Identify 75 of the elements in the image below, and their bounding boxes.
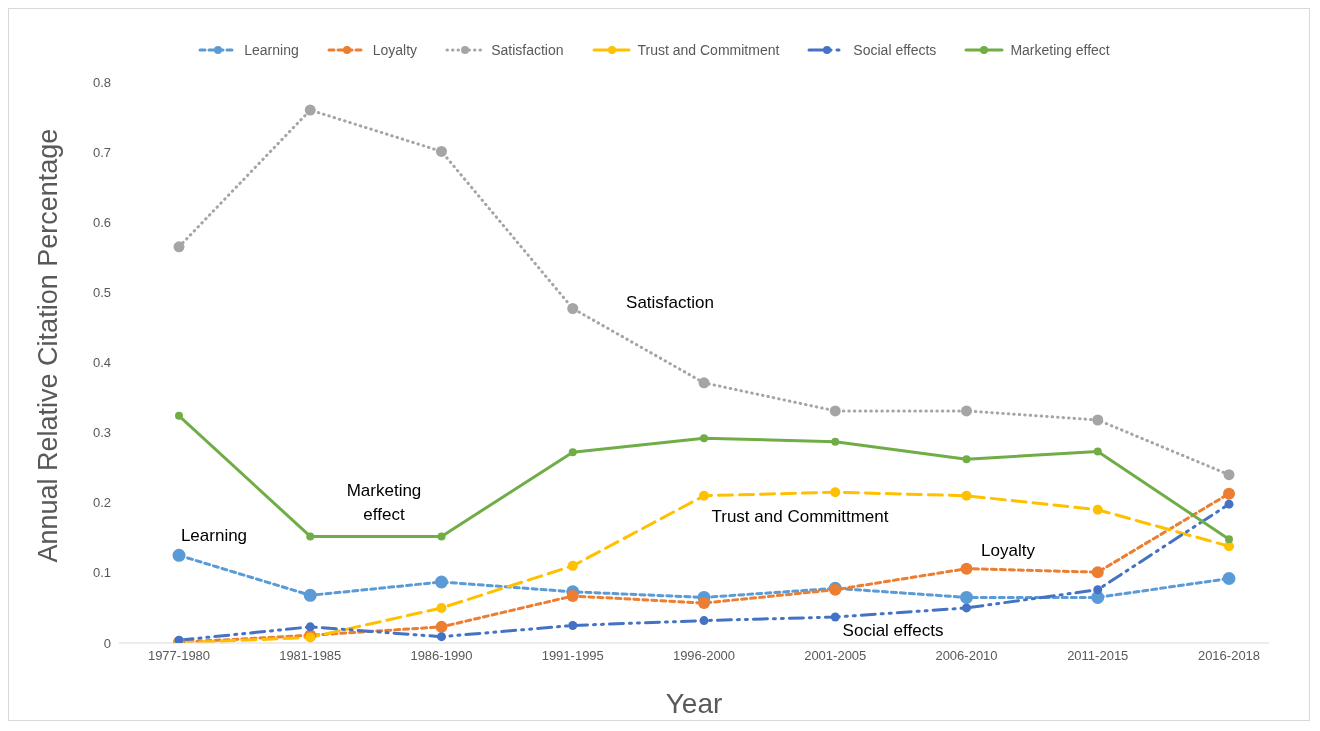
point [568, 448, 577, 457]
point [303, 588, 317, 602]
legend-label: Loyalty [371, 42, 418, 58]
y-tick-label: 0.3 [92, 425, 111, 441]
y-tick-label: 0 [103, 635, 111, 651]
point [567, 303, 579, 314]
point [1223, 469, 1235, 481]
legend-label: Learning [243, 42, 299, 58]
point [568, 620, 578, 630]
annotation: Marketing effect [345, 480, 423, 526]
x-tick-label: 2006-2010 [935, 648, 998, 664]
point [698, 377, 710, 389]
x-tick-label: 2016-2018 [1197, 648, 1261, 664]
annotation: Trust and Committment [710, 506, 890, 528]
point [831, 437, 840, 446]
point [1093, 585, 1103, 595]
y-tick-label: 0.5 [92, 284, 111, 300]
point [1225, 535, 1233, 544]
point [1092, 504, 1103, 515]
point [1223, 487, 1235, 500]
x-tick-label: 2011-2015 [1067, 648, 1129, 664]
x-tick-label: 1991-1995 [541, 648, 604, 664]
legend-label: Satisfaction [490, 42, 564, 58]
point [306, 532, 315, 541]
point [829, 405, 841, 417]
point [175, 411, 183, 420]
point [305, 622, 315, 632]
legend-label: Social effects [852, 42, 937, 58]
point [304, 104, 316, 116]
point [436, 602, 447, 613]
point [1222, 571, 1236, 585]
point [436, 145, 447, 157]
annotation: Learning [179, 525, 249, 547]
point [700, 434, 708, 443]
x-tick-label: 1986-1990 [410, 648, 473, 664]
y-tick-label: 0.6 [92, 214, 111, 230]
y-tick-label: 0.7 [92, 144, 111, 160]
x-tick-label: 1977-1980 [147, 648, 211, 664]
point [961, 405, 972, 417]
legend-label: Marketing effect [1009, 42, 1110, 58]
annotation: Loyalty [980, 540, 1036, 562]
y-axis-title: Annual Relative Citation Percentage [32, 128, 63, 563]
x-tick-label: 1996-2000 [672, 648, 736, 664]
x-tick-label: 1981-1985 [279, 648, 342, 664]
point [172, 548, 186, 562]
point [173, 241, 185, 253]
x-axis-title: Year [665, 688, 723, 719]
point [1224, 499, 1234, 509]
point [698, 597, 710, 610]
point [830, 612, 840, 622]
point [567, 560, 578, 571]
y-tick-label: 0.4 [92, 355, 111, 371]
point [699, 616, 709, 626]
point [961, 490, 972, 501]
y-tick-label: 0.2 [92, 495, 111, 511]
point [435, 575, 448, 589]
point [1092, 414, 1104, 426]
point [960, 590, 973, 604]
point [699, 490, 709, 501]
point [437, 632, 446, 642]
point [435, 620, 448, 633]
y-tick-label: 0.8 [92, 74, 111, 90]
point [962, 455, 971, 464]
point [962, 603, 971, 613]
point [1091, 566, 1104, 579]
point [1093, 447, 1102, 456]
y-tick-label: 0.1 [92, 565, 111, 581]
legend-label: Trust and Commitment [636, 42, 780, 58]
point [960, 562, 973, 575]
point [437, 532, 446, 541]
annotation: Social effects [841, 620, 945, 642]
point [566, 590, 579, 603]
x-tick-label: 2001-2005 [804, 648, 867, 664]
annotation: Satisfaction [625, 292, 715, 314]
point [830, 487, 841, 498]
